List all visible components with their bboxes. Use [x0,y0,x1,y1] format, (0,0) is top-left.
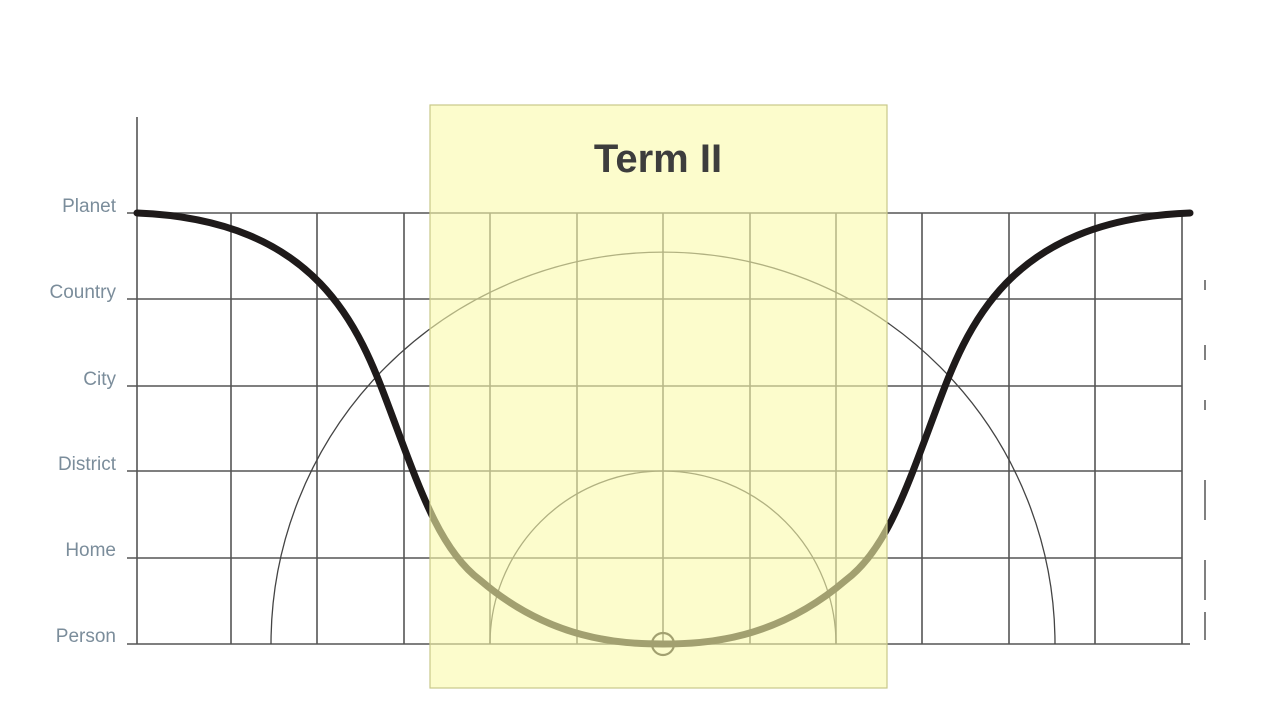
label-country: Country [49,282,116,303]
label-person: Person [56,626,116,647]
label-home: Home [65,540,116,561]
label-district: District [58,454,117,475]
label-planet: Planet [62,196,117,217]
term-title: Term II [594,137,722,181]
term-highlight-box [429,104,888,689]
label-city: City [83,369,116,390]
y-axis-labels: Planet Country City District Home Person [49,196,116,647]
